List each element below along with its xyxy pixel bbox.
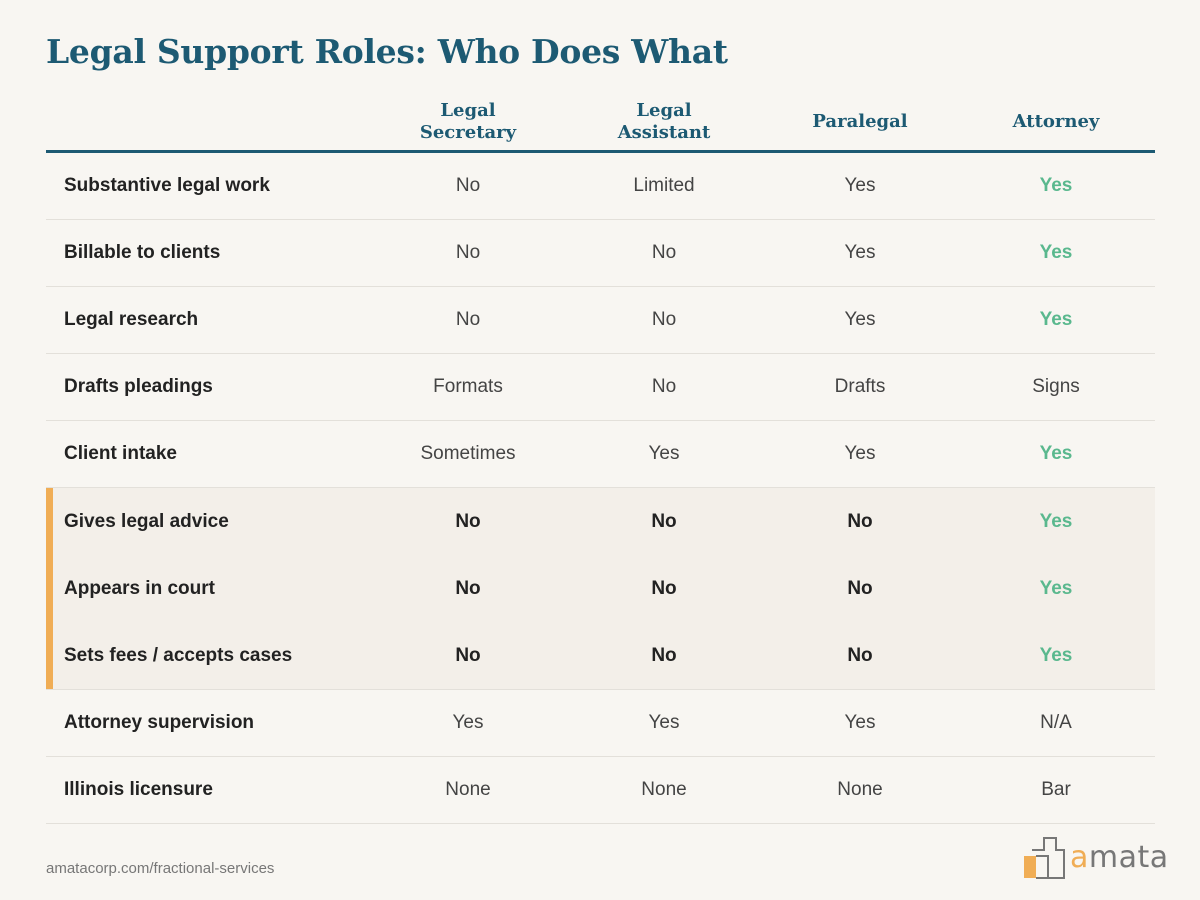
table-row: Illinois licensure None None None Bar <box>46 757 1155 824</box>
table-row: Drafts pleadings Formats No Drafts Signs <box>46 354 1155 421</box>
table-header: Legal Secretary Legal Assistant Paralega… <box>46 94 1155 153</box>
row-label: Sets fees / accepts cases <box>64 644 293 666</box>
table-row: Billable to clients No No Yes Yes <box>46 220 1155 287</box>
table-row: Substantive legal work No Limited Yes Yes <box>46 153 1155 220</box>
building-blocks-icon <box>1024 837 1065 879</box>
table-cell: Yes <box>1039 644 1073 666</box>
table-cell: Yes <box>1039 510 1073 532</box>
row-label: Client intake <box>64 443 177 464</box>
table-cell: No <box>455 644 481 666</box>
table-cell: No <box>651 376 677 397</box>
table-row: Legal research No No Yes Yes <box>46 287 1155 354</box>
table-row: Client intake Sometimes Yes Yes Yes <box>46 421 1155 488</box>
table-row: Gives legal advice No No No Yes <box>46 488 1155 555</box>
table-cell: No <box>455 309 481 330</box>
table-cell: Sometimes <box>420 443 516 464</box>
table-cell: Yes <box>1039 309 1073 330</box>
table-body: Substantive legal work No Limited Yes Yes Bil… <box>46 153 1155 824</box>
column-header: Legal Secretary <box>419 100 517 143</box>
table-cell: No <box>455 577 481 599</box>
table-cell: Yes <box>1039 443 1073 464</box>
row-label: Legal research <box>64 309 199 330</box>
column-header: Legal Assistant <box>617 100 711 143</box>
logo-wordmark: amata <box>1070 839 1169 875</box>
row-label: Drafts pleadings <box>64 376 213 397</box>
table-row: Sets fees / accepts cases No No No Yes <box>46 622 1155 690</box>
table-cell: No <box>455 242 481 263</box>
table-cell: Drafts <box>834 376 886 397</box>
row-label: Illinois licensure <box>64 779 213 800</box>
table-cell: No <box>847 644 873 666</box>
table-cell: None <box>445 779 491 800</box>
table-row: Appears in court No No No Yes <box>46 555 1155 622</box>
table-cell: No <box>651 644 677 666</box>
column-header: Attorney <box>1012 111 1100 132</box>
table-cell: No <box>651 510 677 532</box>
table-cell: No <box>847 577 873 599</box>
table-cell: Yes <box>1039 175 1073 196</box>
table-cell: Bar <box>1041 779 1071 800</box>
table-cell: Yes <box>648 443 680 464</box>
table-cell: None <box>641 779 687 800</box>
table-cell: N/A <box>1040 712 1072 733</box>
table-cell: No <box>455 175 481 196</box>
table-cell: Signs <box>1032 376 1080 397</box>
page-title: Legal Support Roles: Who Does What <box>46 32 728 71</box>
row-label: Appears in court <box>64 577 215 599</box>
table-cell: Yes <box>1039 577 1073 599</box>
table-cell: No <box>651 577 677 599</box>
row-label: Substantive legal work <box>64 175 270 196</box>
table-cell: Yes <box>1039 242 1073 263</box>
comparison-table: Legal Secretary Legal Assistant Paralega… <box>46 94 1155 824</box>
table-cell: No <box>651 242 677 263</box>
table-cell: Yes <box>452 712 484 733</box>
amata-logo: amata <box>1022 834 1169 880</box>
row-label: Billable to clients <box>64 242 221 263</box>
table-cell: No <box>847 510 873 532</box>
table-cell: Yes <box>844 175 876 196</box>
table-cell: Yes <box>844 443 876 464</box>
table-cell: No <box>455 510 481 532</box>
table-cell: Yes <box>648 712 680 733</box>
column-header: Paralegal <box>812 111 908 132</box>
table-cell: No <box>651 309 677 330</box>
table-cell: Yes <box>844 309 876 330</box>
row-label: Attorney supervision <box>64 712 255 733</box>
row-label: Gives legal advice <box>64 510 229 532</box>
footer-url[interactable]: amatacorp.com/fractional-services <box>46 860 275 877</box>
table-cell: None <box>837 779 883 800</box>
table-cell: Yes <box>844 242 876 263</box>
table-cell: Limited <box>633 175 695 196</box>
table-cell: Yes <box>844 712 876 733</box>
table-cell: Formats <box>433 376 503 397</box>
table-row: Attorney supervision Yes Yes Yes N/A <box>46 690 1155 757</box>
